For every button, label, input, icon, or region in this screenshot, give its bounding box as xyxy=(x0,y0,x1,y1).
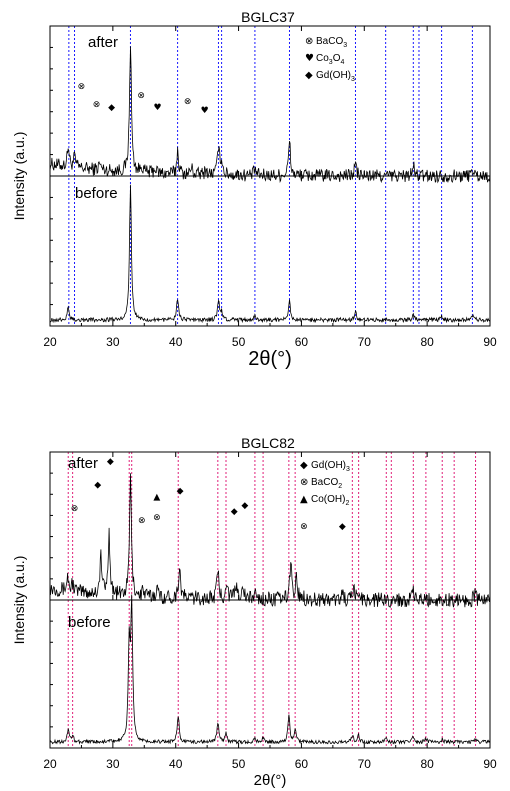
series-line-before xyxy=(49,184,491,324)
x-tick-label: 50 xyxy=(232,335,246,349)
x-tick-label: 40 xyxy=(169,335,183,349)
series-line-before xyxy=(49,594,491,745)
legend-symbol: ▲ xyxy=(300,494,308,505)
series-line-after xyxy=(49,46,491,184)
phase-marker: ⊗ xyxy=(137,91,145,101)
x-tick-label: 80 xyxy=(420,335,434,349)
x-tick-label: 20 xyxy=(43,757,57,771)
phase-marker: ◆ xyxy=(108,103,115,113)
x-tick-label: 30 xyxy=(106,757,120,771)
legend-label: BaCO3 xyxy=(316,36,347,49)
series-label-after: after xyxy=(68,455,98,472)
phase-marker: ◆ xyxy=(241,501,248,511)
phase-marker: ◆ xyxy=(177,486,184,496)
chart-panel-bglc37: BGLC37 20 30 40 50 60 70 80 90 after before ⊗ ⊗ ◆… xyxy=(11,9,497,370)
legend-label: Gd(OH)3 xyxy=(311,460,350,473)
series-line-after xyxy=(49,473,491,609)
legend-symbol: ♥ xyxy=(305,53,314,64)
x-tick-label: 80 xyxy=(420,757,434,771)
x-tick-label: 50 xyxy=(232,757,246,771)
phase-marker: ⊗ xyxy=(71,504,79,514)
chart-panel-bglc82: BGLC82 20 30 40 50 60 70 80 90 after before ⊗◆◆… xyxy=(11,435,497,789)
chart-title: BGLC37 xyxy=(241,9,295,25)
plot-frame-lower xyxy=(49,599,491,749)
phase-marker: ◆ xyxy=(94,481,101,491)
x-axis-label: 2θ(°) xyxy=(248,348,292,370)
phase-markers: ⊗◆◆⊗▲⊗◆◆◆⊗ ◆ xyxy=(71,457,346,532)
legend: ⊗ BaCO3♥ Co3O4◆ Gd(OH)3 xyxy=(305,36,355,83)
phase-marker: ▲ xyxy=(153,492,160,502)
phase-marker: ⊗ xyxy=(138,516,146,526)
phase-marker: ◆ xyxy=(339,522,346,532)
x-tick-label: 60 xyxy=(295,757,309,771)
x-tick-label: 70 xyxy=(358,757,372,771)
phase-marker: ⊗ xyxy=(153,513,161,523)
y-axis-label: Intensity (a.u.) xyxy=(11,556,27,645)
phase-marker: ⊗ xyxy=(78,82,86,92)
x-tick-label: 90 xyxy=(483,757,497,771)
phase-markers: ⊗ ⊗ ◆ ⊗ ♥ ⊗ ♥ xyxy=(78,82,209,116)
x-tick-label: 60 xyxy=(295,335,309,349)
x-tick-label: 40 xyxy=(169,757,183,771)
x-tick-label: 20 xyxy=(43,335,57,349)
phase-marker: ♥ xyxy=(201,106,209,116)
legend-label: BaCO2 xyxy=(311,477,342,490)
phase-marker: ◆ xyxy=(107,457,114,467)
x-axis-label: 2θ(°) xyxy=(254,772,287,789)
phase-marker: ♥ xyxy=(153,103,161,113)
x-tick-label: 30 xyxy=(106,335,120,349)
x-tick-label: 90 xyxy=(483,335,497,349)
phase-marker: ⊗ xyxy=(300,522,308,532)
chart-title: BGLC82 xyxy=(241,435,295,451)
legend-label: Gd(OH)3 xyxy=(316,70,355,83)
x-tick-label: 70 xyxy=(358,335,372,349)
legend-symbol: ⊗ xyxy=(300,477,308,488)
phase-marker: ⊗ xyxy=(93,100,101,110)
legend-symbol: ⊗ xyxy=(305,36,313,47)
legend-symbol: ◆ xyxy=(300,460,308,471)
y-axis-label: Intensity (a.u.) xyxy=(11,132,27,221)
legend-label: Co3O4 xyxy=(316,53,344,66)
legend-symbol: ◆ xyxy=(305,70,313,81)
series-label-before: before xyxy=(75,185,118,202)
legend: ◆ Gd(OH)3⊗ BaCO2▲ Co(OH)2 xyxy=(300,460,350,507)
phase-marker: ⊗ xyxy=(184,97,192,107)
legend-label: Co(OH)2 xyxy=(311,494,349,507)
plot-frame-upper xyxy=(49,451,491,601)
x-axis-ticks: 20 30 40 50 60 70 80 90 xyxy=(43,452,497,771)
series-label-before: before xyxy=(68,614,111,631)
series-label-after: after xyxy=(88,34,118,51)
phase-marker: ◆ xyxy=(231,507,238,517)
